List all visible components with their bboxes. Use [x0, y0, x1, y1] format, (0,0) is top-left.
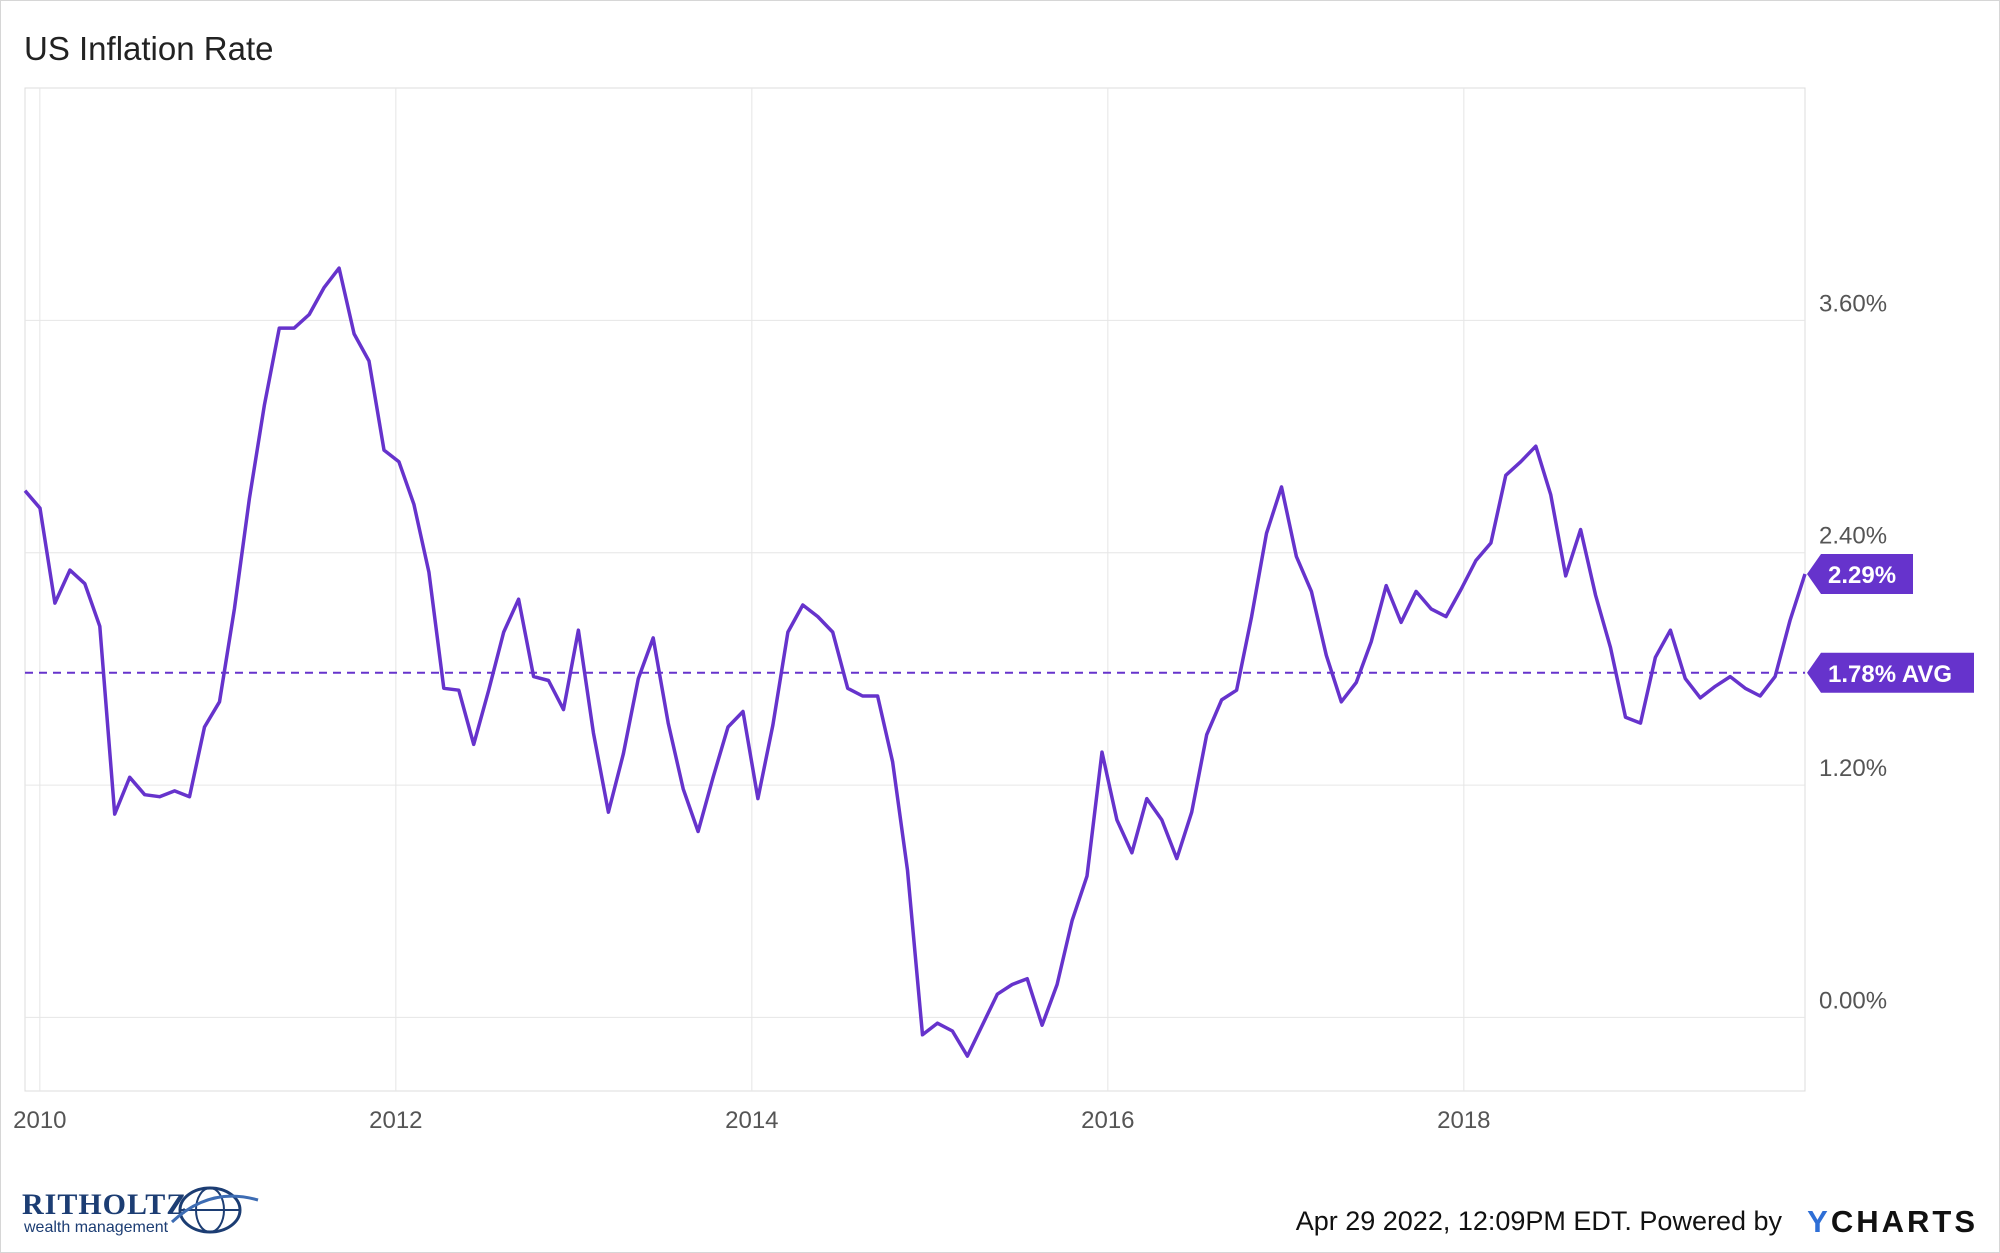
- y-tick-label: 1.20%: [1819, 755, 1887, 782]
- series-group: [23, 266, 1807, 1058]
- x-tick-label: 2018: [1437, 1107, 1490, 1134]
- plot-area-border: [24, 87, 1806, 1092]
- x-tick-label: 2012: [369, 1107, 422, 1134]
- chart-title: US Inflation Rate: [24, 30, 274, 67]
- average-label-bg: [1807, 652, 1974, 693]
- y-tick-label: 3.60%: [1819, 290, 1887, 317]
- ycharts-brand-rest: CHARTS: [1830, 1204, 1978, 1239]
- globe-emblem-icon: [170, 1186, 259, 1234]
- value-labels: 2.29% 1.78% AVG: [1807, 554, 1974, 693]
- ycharts-brand-y: Y: [1807, 1204, 1831, 1239]
- last-value-label-bg: [1807, 554, 1913, 595]
- ycharts-brand: YCHARTS: [1807, 1204, 1978, 1240]
- grid: [24, 87, 1806, 1092]
- ritholtz-logo: RITHOLTZ wealth management: [22, 1170, 262, 1240]
- last-value-label: 2.29%: [1828, 562, 1896, 589]
- y-tick-label: 2.40%: [1819, 523, 1887, 550]
- logo-name: RITHOLTZ: [22, 1188, 188, 1221]
- x-tick-label: 2014: [725, 1107, 778, 1134]
- footer-timestamp: Apr 29 2022, 12:09PM EDT. Powered by: [1295, 1206, 1782, 1236]
- axis-ticks: 0.00% 1.20% 2.40% 3.60% 2010 2012 2014 2016 2018: [13, 290, 1887, 1134]
- average-label: 1.78% AVG: [1828, 661, 1952, 688]
- logo-subtitle: wealth management: [24, 1219, 169, 1236]
- x-tick-label: 2016: [1081, 1107, 1134, 1134]
- x-tick-label: 2010: [13, 1107, 66, 1134]
- y-tick-label: 0.00%: [1819, 987, 1887, 1014]
- series-line: [23, 266, 1807, 1058]
